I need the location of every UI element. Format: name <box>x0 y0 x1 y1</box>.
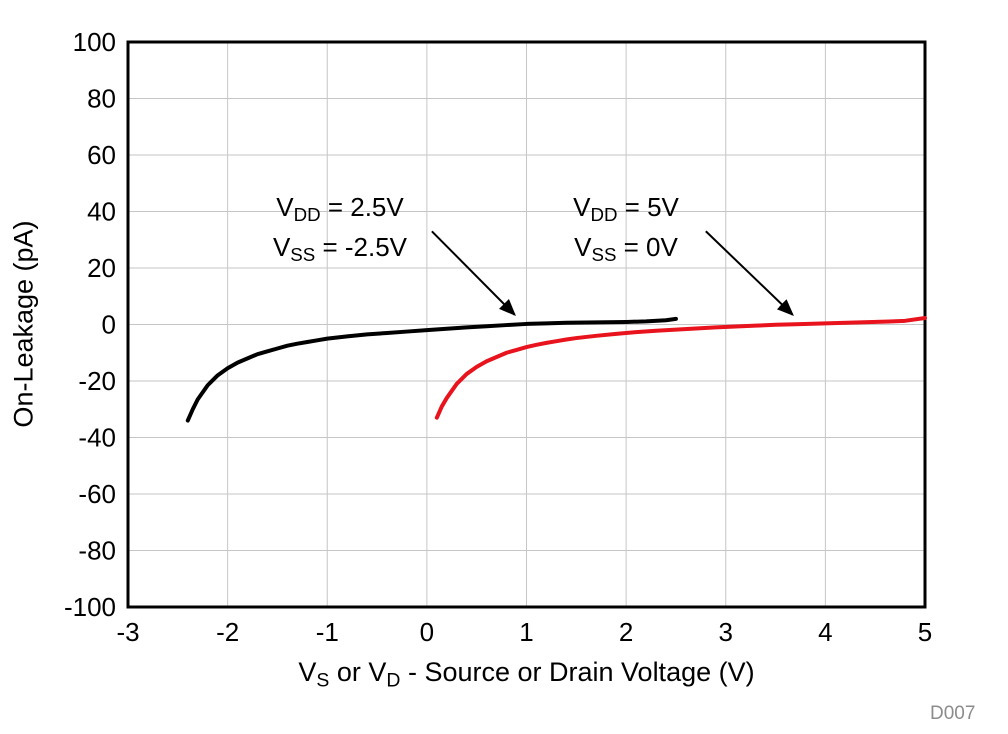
annotation-vdd-5v: VDD = 5V VSS = 0V <box>512 191 740 271</box>
x-tick-label: -3 <box>116 617 139 647</box>
x-axis-label: VS or VD - Source or Drain Voltage (V) <box>128 657 925 692</box>
y-tick-label: 60 <box>87 140 116 170</box>
x-tick-label: 0 <box>420 617 434 647</box>
x-axis-label-part: or V <box>329 657 387 687</box>
x-axis-label-part: V <box>298 657 317 687</box>
annotation-line: VSS = -2.5V <box>272 232 408 266</box>
series-curve-1 <box>434 316 927 420</box>
annotation-arrow-1 <box>705 230 794 316</box>
x-tick-label: 4 <box>818 617 832 647</box>
x-tick-label: 3 <box>719 617 733 647</box>
y-tick-label: -20 <box>78 366 116 396</box>
x-tick-label: -2 <box>216 617 239 647</box>
x-tick-label: 5 <box>918 617 932 647</box>
y-tick-label: -100 <box>64 592 116 622</box>
y-axis-label: On-Leakage (pA) <box>8 220 39 428</box>
x-tick-label: 2 <box>619 617 633 647</box>
plot-border <box>126 40 927 609</box>
y-tick-label: -80 <box>78 536 116 566</box>
y-tick-label: -40 <box>78 423 116 453</box>
x-axis-label-subscript: D <box>386 669 401 692</box>
y-tick-label: -60 <box>78 479 116 509</box>
y-tick-label: 80 <box>87 84 116 114</box>
y-tick-label: 0 <box>102 310 116 340</box>
annotation-arrow-0 <box>431 230 516 317</box>
y-tick-label: 40 <box>87 197 116 227</box>
y-tick-label: 20 <box>87 253 116 283</box>
annotation-line: VSS = 0V <box>574 232 678 266</box>
x-axis-label-subscript: S <box>316 669 330 692</box>
x-axis-label-part: - Source or Drain Voltage (V) <box>400 657 755 687</box>
figure-id-label: D007 <box>930 703 976 724</box>
annotation-line: VDD = 2.5V <box>276 192 404 226</box>
annotation-vdd-2p5v: VDD = 2.5V VSS = -2.5V <box>226 191 454 271</box>
series-curve-0 <box>185 316 678 423</box>
x-tick-label: 1 <box>519 617 533 647</box>
annotation-line: VDD = 5V <box>573 192 679 226</box>
y-tick-label: 100 <box>73 27 116 57</box>
x-tick-label: -1 <box>316 617 339 647</box>
